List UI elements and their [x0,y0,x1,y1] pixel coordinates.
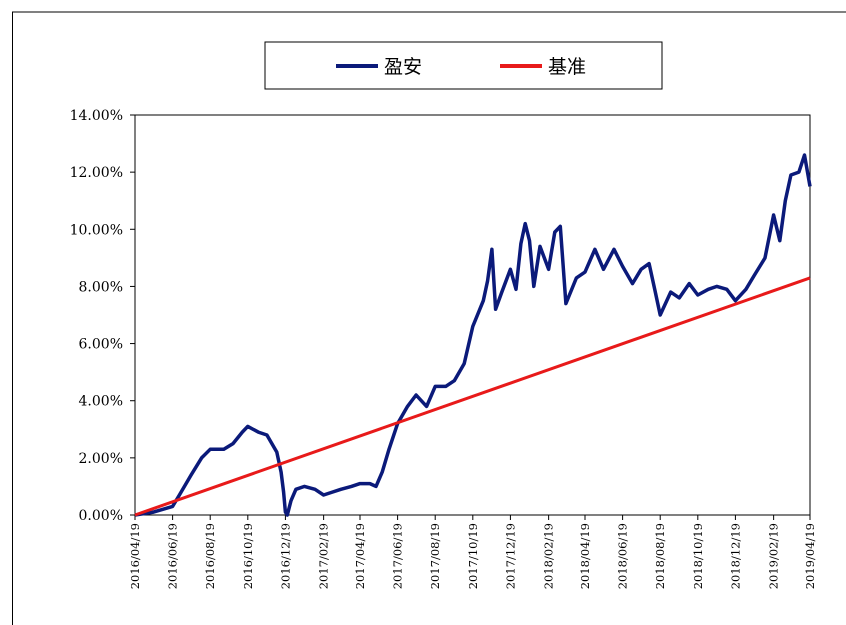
y-tick-label: 10.00% [70,222,123,238]
y-tick-label: 2.00% [79,451,123,467]
series-layer [134,153,812,517]
x-tick-label: 2016/08/19 [203,523,217,589]
x-tick-label: 2016/04/19 [128,523,142,589]
x-tick-label: 2017/12/19 [503,523,517,589]
x-tick-label: 2016/10/19 [241,523,255,589]
x-tick-label: 2018/12/19 [728,523,742,589]
x-tick-label: 2017/06/19 [391,523,405,589]
legend-label-benchmark: 基准 [548,56,586,78]
x-tick-label: 2019/02/19 [767,523,781,589]
legend-label-yingan: 盈安 [384,56,422,78]
x-axis: 2016/04/19 2016/06/19 2016/08/19 2016/10/19… [128,515,817,589]
x-tick-label: 2017/10/19 [466,523,480,589]
x-tick-label: 2018/04/19 [578,523,592,589]
y-tick-label: 12.00% [70,165,123,181]
x-tick-label: 2018/08/19 [653,523,667,589]
x-tick-label: 2017/04/19 [353,523,367,589]
y-tick-label: 14.00% [70,108,123,124]
legend-box [264,41,663,90]
y-axis: 0.00% 2.00% 4.00% 6.00% 8.00% 10.00% 12.00% 14.… [70,108,135,524]
x-tick-label: 2019/04/19 [803,523,817,589]
x-tick-label: 2018/10/19 [691,523,705,589]
x-tick-label: 2017/02/19 [317,523,331,589]
legend: 盈安 基准 [264,41,663,90]
x-tick-label: 2016/06/19 [166,523,180,589]
x-tick-label: 2016/12/19 [278,523,292,589]
y-tick-label: 4.00% [79,394,123,410]
y-tick-label: 6.00% [79,337,123,353]
x-tick-label: 2017/08/19 [428,523,442,589]
x-tick-label: 2018/06/19 [616,523,630,589]
y-tick-label: 8.00% [79,279,123,295]
series-line-yingan [134,153,812,517]
x-tick-label: 2018/02/19 [542,523,556,589]
y-tick-label: 0.00% [79,508,123,524]
series-line-benchmark [134,276,811,517]
